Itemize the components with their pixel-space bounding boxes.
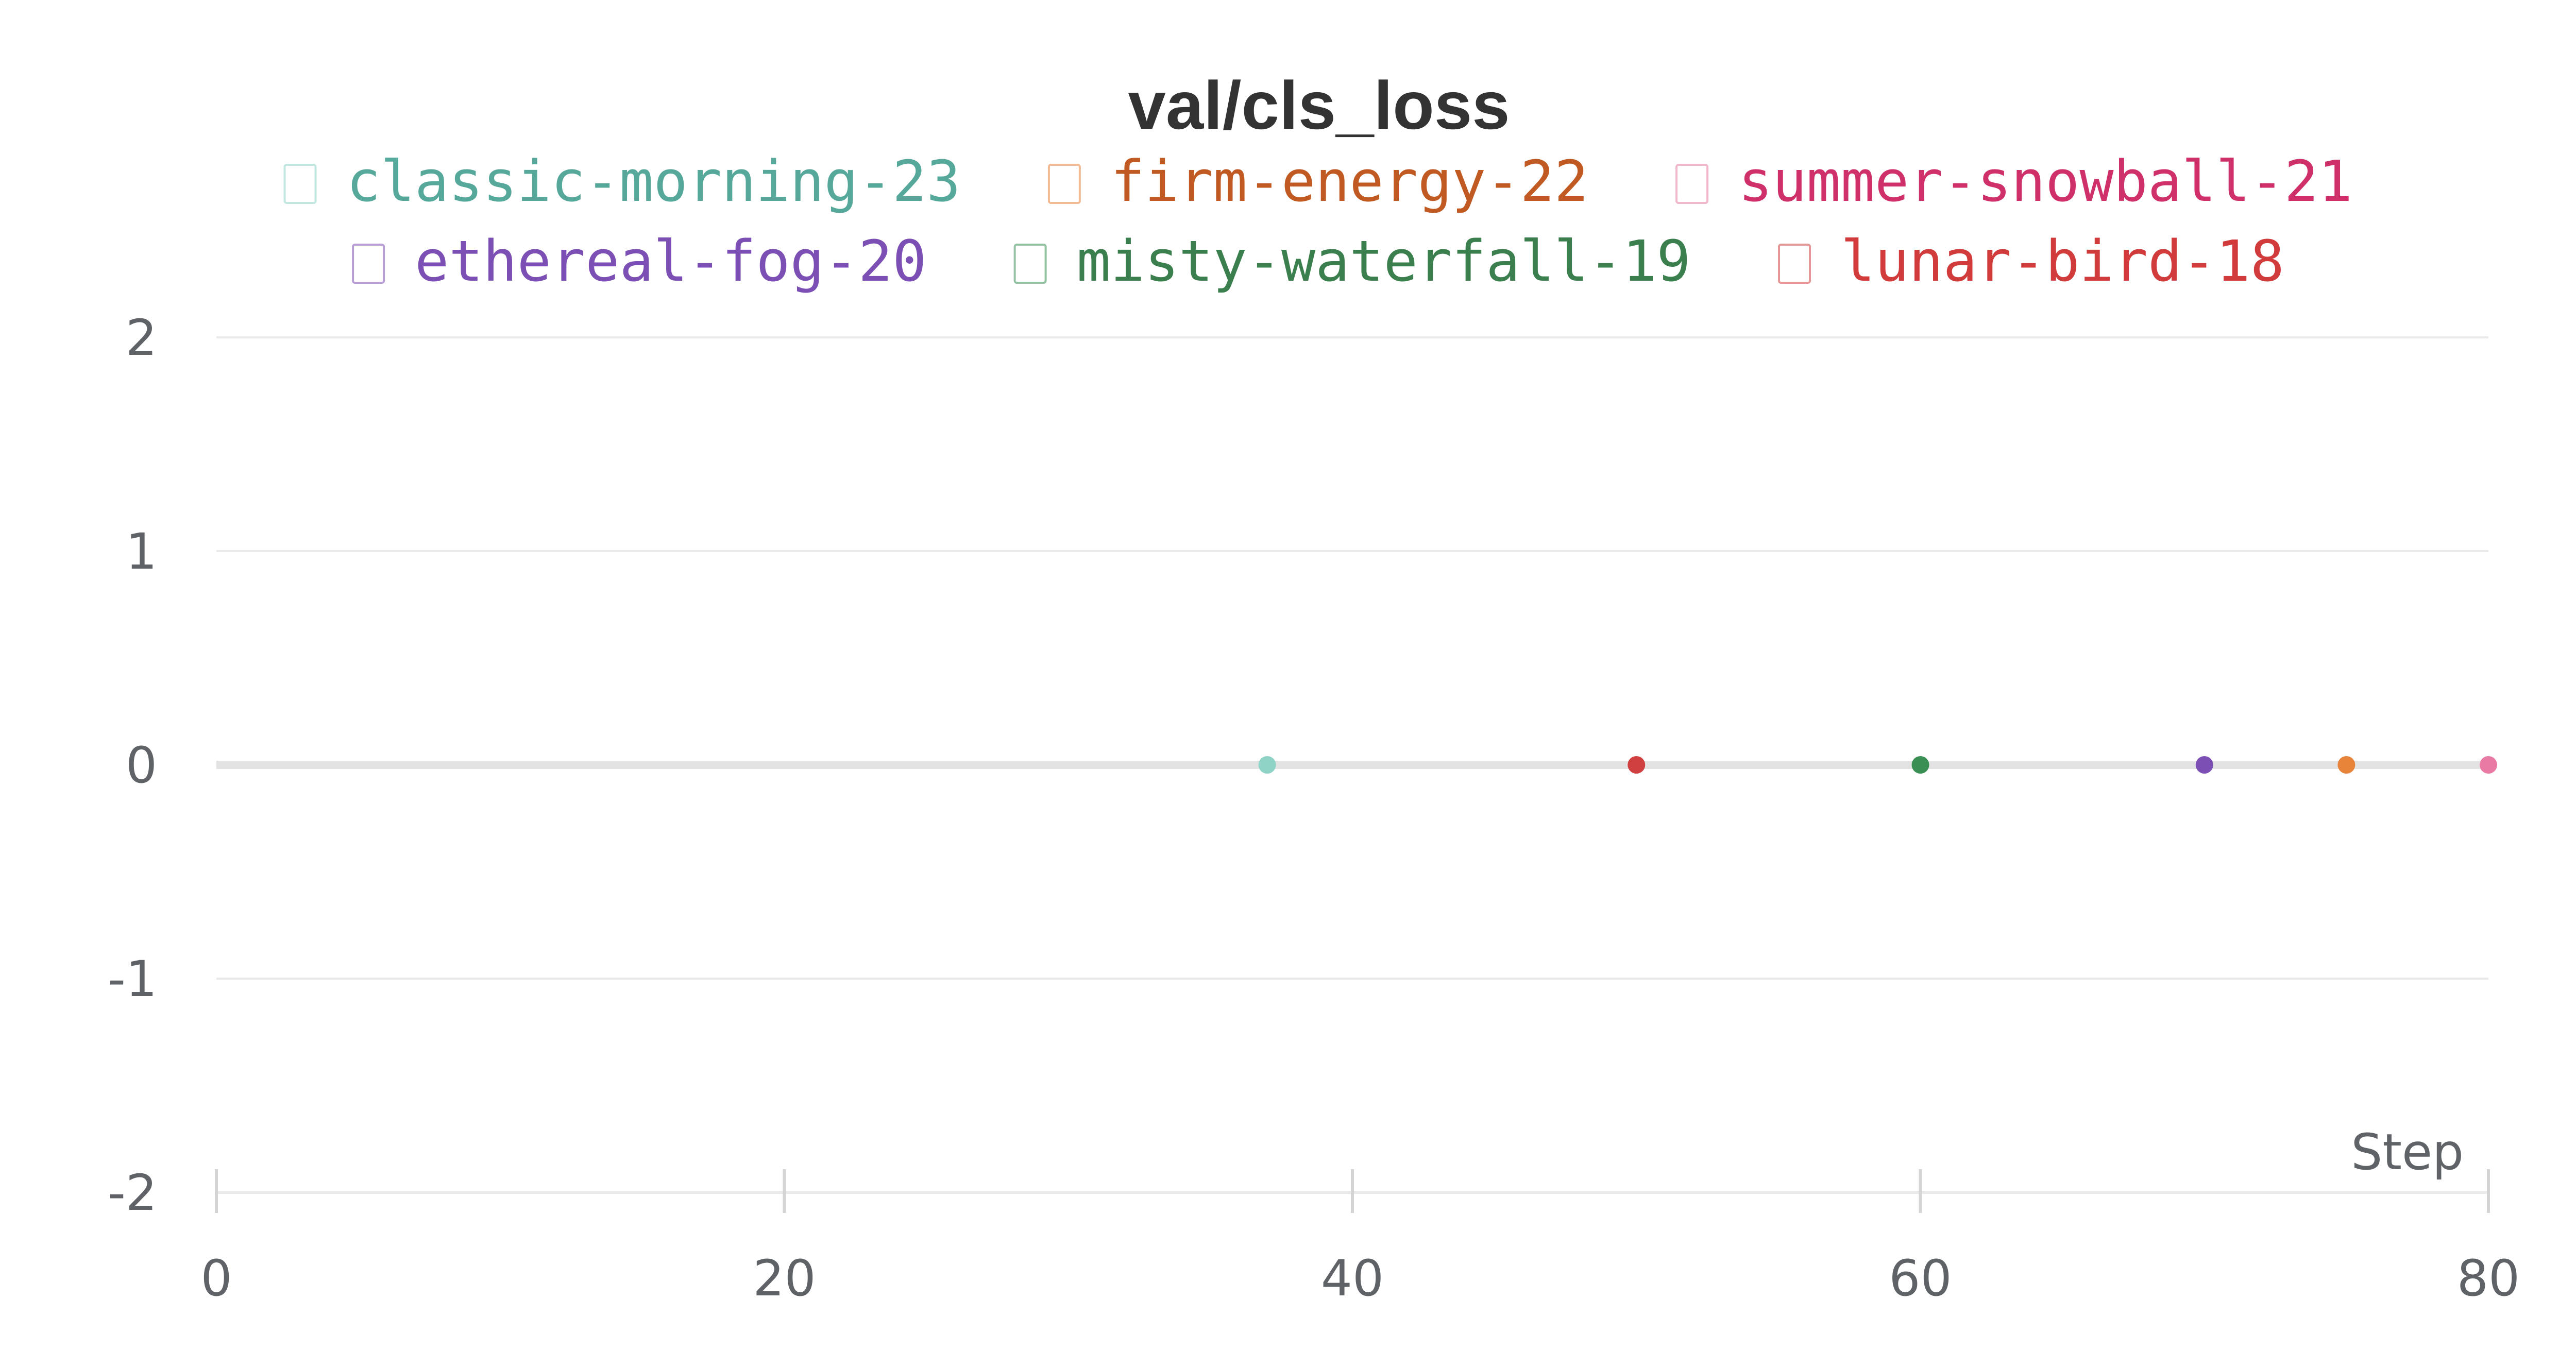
data-point [1911,756,1929,774]
y-axis: 2 1 0 -1 -2 [108,309,157,1222]
legend-swatch [1047,164,1081,204]
data-point [2337,756,2355,774]
legend-item: lunar-bird-18 [1778,228,2284,294]
y-tick-label: -1 [108,950,157,1008]
legend-item: summer-snowball-21 [1675,148,2352,214]
data-point [1628,756,1646,774]
y-tick-label: -2 [108,1164,157,1222]
x-tick-label: 80 [2457,1250,2520,1307]
data-point [2195,756,2213,774]
x-tick-label: 20 [753,1250,816,1307]
y-tick-label: 0 [126,737,157,794]
x-tick-label: 40 [1321,1250,1384,1307]
legend-swatch [1013,244,1047,284]
plot-area [1258,756,2497,774]
legend-swatch [283,164,317,204]
legend-label: lunar-bird-18 [1841,228,2284,294]
legend-swatch [1778,244,1811,284]
y-tick-label: 2 [126,309,157,367]
legend-item: ethereal-fog-20 [352,228,926,294]
data-point [2480,756,2497,774]
legend: classic-morning-23 firm-energy-22 summer-s… [283,148,2352,294]
legend-item: firm-energy-22 [1047,148,1588,214]
x-tick-label: 0 [200,1250,232,1307]
legend-label: ethereal-fog-20 [415,228,926,294]
legend-label: classic-morning-23 [347,148,961,214]
legend-item: classic-morning-23 [283,148,961,214]
legend-item: misty-waterfall-19 [1013,228,1691,294]
legend-label: summer-snowball-21 [1738,148,2352,214]
x-tick-label: 60 [1889,1250,1952,1307]
legend-label: firm-energy-22 [1111,148,1588,214]
y-tick-label: 1 [126,523,157,580]
data-point [1258,756,1276,774]
legend-swatch [352,244,385,284]
x-axis: 0 20 40 60 80 [200,1169,2520,1307]
legend-label: misty-waterfall-19 [1077,228,1691,294]
x-axis-label: Step [2351,1123,2464,1181]
legend-swatch [1675,164,1709,204]
grid [216,336,2488,1194]
chart-title: val/cls_loss [1128,67,1510,143]
